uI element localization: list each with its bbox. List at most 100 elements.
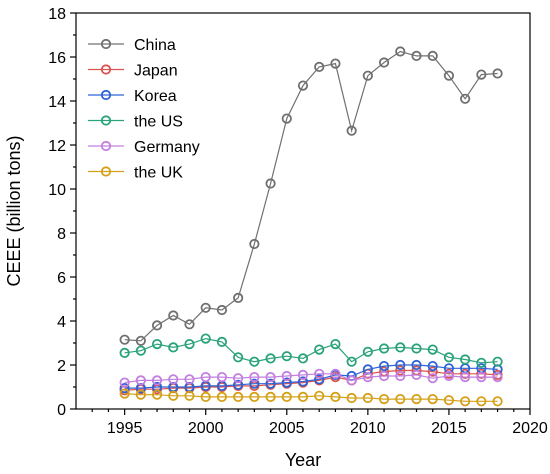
data-point xyxy=(476,368,487,379)
data-point xyxy=(346,356,357,367)
data-point xyxy=(297,80,309,91)
data-point xyxy=(330,338,341,350)
data-point xyxy=(378,343,390,354)
y-tick-label: 12 xyxy=(48,138,66,155)
data-point xyxy=(378,370,390,382)
legend-marker xyxy=(100,140,112,152)
legend-label: Japan xyxy=(134,63,178,80)
data-point xyxy=(233,379,244,390)
data-point xyxy=(151,320,163,331)
y-tick-label: 18 xyxy=(48,6,66,23)
data-point xyxy=(233,373,244,384)
data-point xyxy=(460,354,471,365)
data-point xyxy=(135,375,146,386)
x-axis-label: Year xyxy=(285,450,321,470)
data-point xyxy=(168,390,179,401)
data-point xyxy=(411,343,422,354)
x-tick-label: 1995 xyxy=(107,420,143,437)
legend-entry: the UK xyxy=(88,165,183,182)
legend-marker xyxy=(100,64,112,75)
x-tick-label: 2010 xyxy=(350,420,386,437)
legend-entry: Korea xyxy=(88,88,177,105)
data-point xyxy=(135,345,146,356)
data-point xyxy=(297,391,309,402)
data-point xyxy=(119,334,130,345)
data-point xyxy=(476,371,487,383)
x-tick-label: 2015 xyxy=(431,420,467,437)
x-tick-label: 2000 xyxy=(188,420,224,437)
data-point xyxy=(443,370,455,382)
series-line xyxy=(124,373,498,384)
plot-area xyxy=(119,46,503,407)
y-tick-label: 0 xyxy=(57,402,66,419)
data-point xyxy=(281,370,292,382)
data-point xyxy=(281,113,292,124)
x-tick-label: 2005 xyxy=(269,420,305,437)
legend-entry: Japan xyxy=(88,63,178,80)
data-point xyxy=(460,371,471,383)
series-the-uk xyxy=(119,388,503,407)
data-point xyxy=(492,356,503,367)
y-tick-label: 14 xyxy=(48,94,66,111)
legend-label: the UK xyxy=(134,165,183,182)
data-point xyxy=(492,68,503,79)
data-point xyxy=(184,390,195,401)
data-point xyxy=(297,376,309,387)
legend-marker xyxy=(100,38,112,50)
data-point xyxy=(427,360,438,372)
data-point xyxy=(233,352,244,363)
series-line xyxy=(124,50,498,342)
data-point xyxy=(460,368,471,379)
data-point xyxy=(314,390,325,401)
data-point xyxy=(362,371,373,383)
data-point xyxy=(216,371,228,383)
axes: 1995 2000 2005 2010 2015 2020 0 2 4 6 8 10 12 14 16 18 xyxy=(48,6,548,437)
data-point xyxy=(460,396,471,407)
data-point xyxy=(443,70,455,81)
data-point xyxy=(184,319,195,330)
data-point xyxy=(233,391,244,402)
data-point xyxy=(168,374,179,385)
data-point xyxy=(411,393,422,405)
x-tick-label: 2020 xyxy=(512,420,548,437)
data-point xyxy=(151,389,163,400)
data-point xyxy=(249,356,260,367)
data-point xyxy=(119,382,130,394)
data-point xyxy=(378,360,390,372)
data-point xyxy=(249,378,260,389)
data-point xyxy=(395,46,406,57)
series-china xyxy=(119,46,503,346)
data-point xyxy=(443,395,455,406)
data-point xyxy=(249,238,260,250)
data-point xyxy=(330,391,341,402)
y-tick-label: 10 xyxy=(48,182,66,199)
data-point xyxy=(216,304,228,316)
data-point xyxy=(362,70,373,81)
series-line xyxy=(124,369,498,391)
data-point xyxy=(395,359,406,371)
legend-entry: the US xyxy=(88,114,183,131)
data-point xyxy=(427,366,438,377)
data-point xyxy=(265,378,276,389)
data-point xyxy=(411,359,422,371)
data-point xyxy=(395,370,406,382)
data-point xyxy=(265,391,276,402)
legend-label: Germany xyxy=(134,139,200,156)
data-point xyxy=(135,335,146,346)
data-point xyxy=(411,50,422,62)
data-point xyxy=(492,371,503,383)
data-point xyxy=(314,368,325,379)
data-point xyxy=(281,391,292,402)
y-axis-label: CEEE (billion tons) xyxy=(4,135,24,286)
data-point xyxy=(151,338,163,350)
data-point xyxy=(233,292,244,303)
data-point xyxy=(200,391,211,402)
data-point xyxy=(119,388,130,399)
legend-label: Korea xyxy=(134,88,177,105)
data-point xyxy=(362,346,373,357)
data-point xyxy=(346,125,357,136)
legend-label: the US xyxy=(134,114,183,131)
series-line xyxy=(124,337,498,364)
data-point xyxy=(265,178,276,189)
